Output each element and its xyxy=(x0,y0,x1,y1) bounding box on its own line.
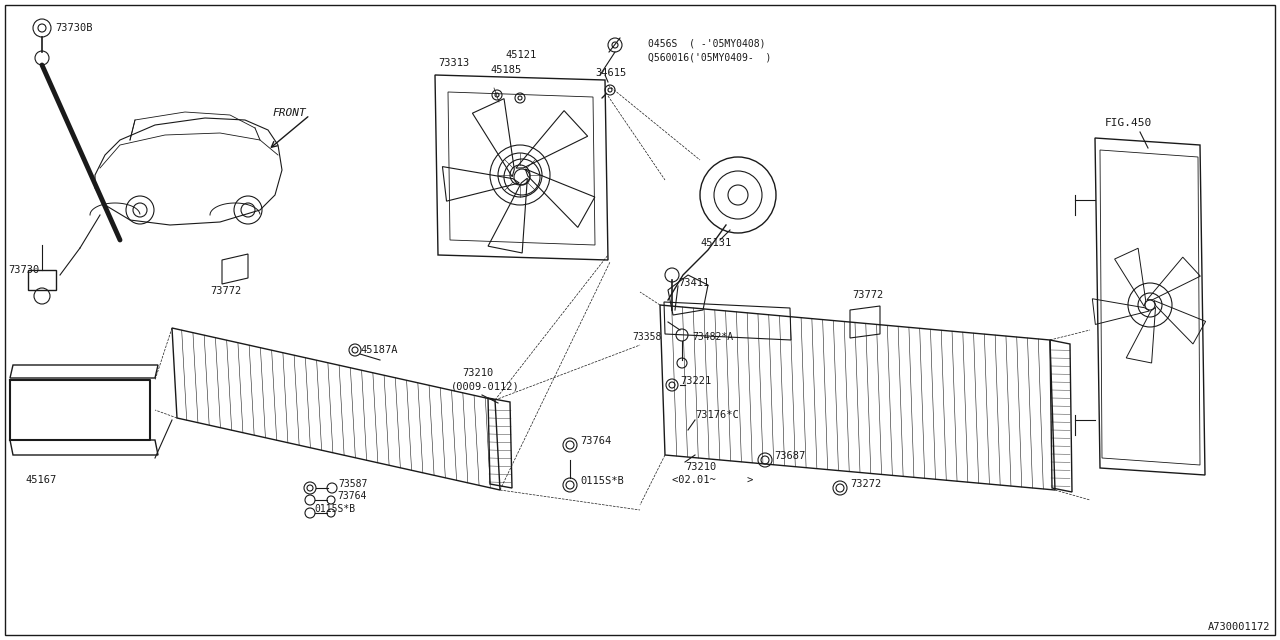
Text: 45187A: 45187A xyxy=(360,345,398,355)
Text: 73313: 73313 xyxy=(438,58,470,68)
Text: 34615: 34615 xyxy=(595,68,626,78)
Text: 73210: 73210 xyxy=(462,368,493,378)
Text: 73730: 73730 xyxy=(8,265,40,275)
Text: 73587: 73587 xyxy=(338,479,367,489)
Text: 73210: 73210 xyxy=(685,462,717,472)
Text: 73687: 73687 xyxy=(774,451,805,461)
Text: (0009-0112): (0009-0112) xyxy=(451,381,520,391)
Text: 73411: 73411 xyxy=(678,278,709,288)
Bar xyxy=(28,270,56,290)
Text: 73764: 73764 xyxy=(337,491,366,501)
Text: 45167: 45167 xyxy=(26,475,56,485)
Text: 73772: 73772 xyxy=(210,286,241,296)
Text: <02.01~     >: <02.01~ > xyxy=(672,475,753,485)
Text: Q560016('05MY0409-  ): Q560016('05MY0409- ) xyxy=(648,52,772,62)
Text: 0115S*B: 0115S*B xyxy=(580,476,623,486)
Text: 73764: 73764 xyxy=(580,436,612,446)
Text: 0456S  ( -'05MY0408): 0456S ( -'05MY0408) xyxy=(648,38,765,48)
Text: FRONT: FRONT xyxy=(273,108,306,118)
Text: 73221: 73221 xyxy=(680,376,712,386)
Text: 45131: 45131 xyxy=(700,238,731,248)
Text: 73272: 73272 xyxy=(850,479,881,489)
Text: 45121: 45121 xyxy=(506,50,536,60)
Text: 0115S*B: 0115S*B xyxy=(314,504,355,514)
Text: 73176*C: 73176*C xyxy=(695,410,739,420)
Text: 73482*A: 73482*A xyxy=(692,332,733,342)
Text: 73772: 73772 xyxy=(852,290,883,300)
Text: 45185: 45185 xyxy=(490,65,521,75)
Text: 73730B: 73730B xyxy=(55,23,92,33)
Text: A730001172: A730001172 xyxy=(1207,622,1270,632)
Text: FIG.450: FIG.450 xyxy=(1105,118,1152,128)
Text: 73358: 73358 xyxy=(632,332,662,342)
